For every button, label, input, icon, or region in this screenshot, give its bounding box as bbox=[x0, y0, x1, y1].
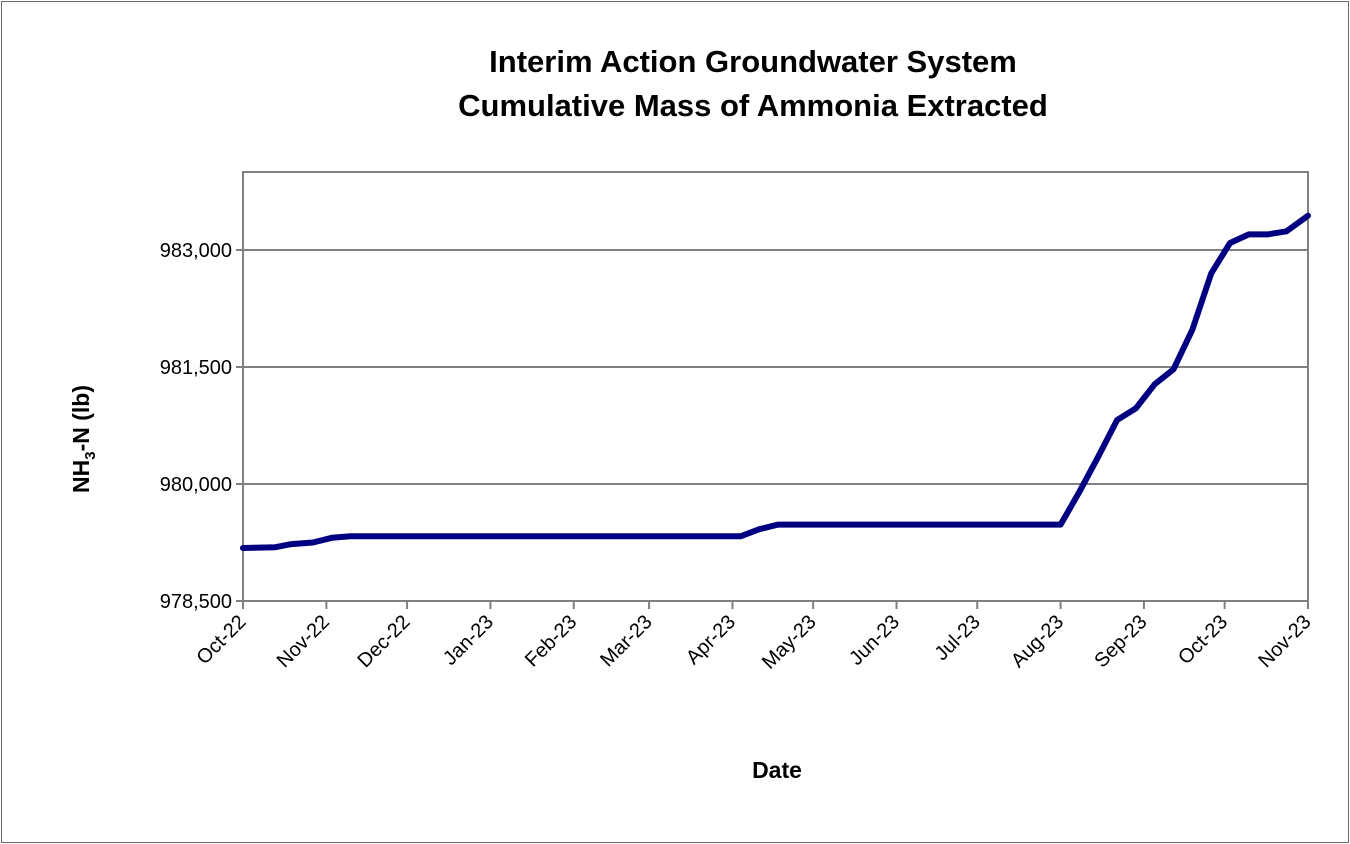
x-tick-label-13: Nov-23 bbox=[1254, 611, 1315, 672]
x-tick-label-6: Apr-23 bbox=[682, 611, 740, 669]
x-axis-ticks: Oct-22 Nov-22 Dec-22 Jan-23 Feb-23 Mar-23 Apr-… bbox=[193, 601, 1316, 674]
chart-title-line-1: Interim Action Groundwater System bbox=[489, 44, 1017, 79]
x-tick-label-9: Jul-23 bbox=[931, 611, 985, 665]
y-axis-title: NH3-N (lb) bbox=[68, 385, 99, 493]
x-tick-label-3: Jan-23 bbox=[439, 611, 498, 670]
x-tick-label-5: Mar-23 bbox=[596, 611, 656, 671]
series-layer bbox=[240, 212, 1311, 551]
y-axis-title-prefix: NH bbox=[68, 460, 94, 493]
y-axis-title-suffix: -N (lb) bbox=[68, 385, 94, 451]
x-tick-label-10: Aug-23 bbox=[1007, 611, 1068, 672]
x-tick-label-1: Nov-22 bbox=[273, 611, 334, 672]
gridlines bbox=[243, 249, 1308, 485]
y-tick-label-2: 981,500 bbox=[160, 357, 232, 379]
x-axis-title: Date bbox=[752, 757, 802, 783]
series-line-0 bbox=[240, 212, 1311, 551]
x-tick-label-7: May-23 bbox=[758, 611, 821, 674]
chart-title-line-2: Cumulative Mass of Ammonia Extracted bbox=[458, 88, 1048, 123]
y-tick-label-3: 983,000 bbox=[160, 240, 232, 262]
y-tick-label-0: 978,500 bbox=[160, 591, 232, 613]
y-axis-ticks: 978,500 980,000 981,500 983,000 bbox=[160, 240, 243, 613]
plot-area bbox=[242, 171, 1309, 602]
x-tick-label-2: Dec-22 bbox=[353, 611, 414, 672]
x-tick-label-11: Sep-23 bbox=[1090, 611, 1151, 672]
x-tick-label-12: Oct-23 bbox=[1174, 611, 1232, 669]
x-tick-label-0: Oct-22 bbox=[193, 611, 251, 669]
y-tick-label-1: 980,000 bbox=[160, 474, 232, 496]
y-axis-title-subscript: 3 bbox=[82, 451, 99, 459]
x-tick-label-8: Jun-23 bbox=[845, 611, 904, 670]
x-tick-label-4: Feb-23 bbox=[521, 611, 581, 671]
